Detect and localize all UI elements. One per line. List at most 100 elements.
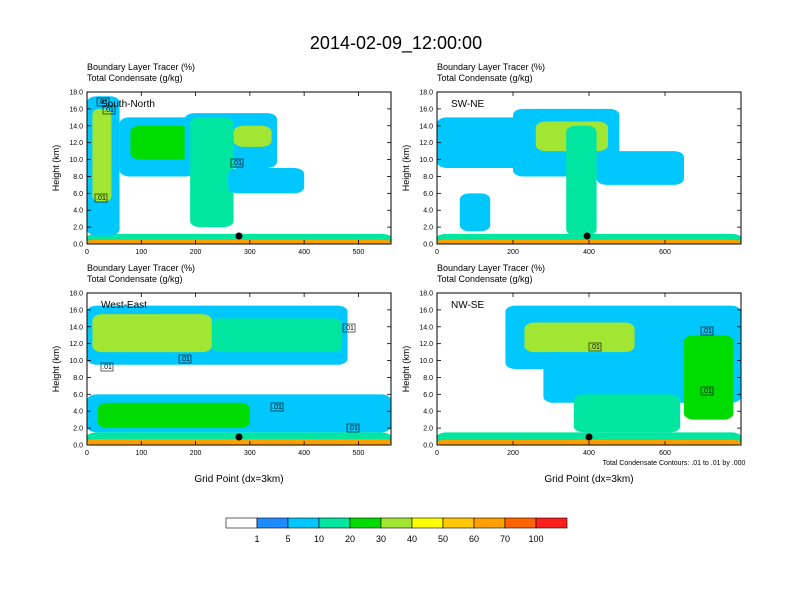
heatmap-region — [573, 394, 681, 433]
colorbar-swatch — [504, 517, 537, 529]
y-tick-label: 10.0 — [69, 358, 83, 365]
y-tick-label: 2.0 — [423, 426, 433, 433]
contour-label: .01 — [272, 404, 282, 411]
colorbar-swatch — [349, 517, 382, 529]
contour-label: .01 — [102, 364, 112, 371]
colorbar-swatch — [256, 517, 289, 529]
chart-panel-3: Boundary Layer Tracer (%)Total Condensat… — [51, 263, 392, 485]
heatmap-layer — [87, 305, 391, 445]
location-marker — [583, 232, 591, 240]
panel-title-line2: Total Condensate (g/kg) — [87, 274, 183, 284]
y-tick-label: 8.0 — [73, 375, 83, 382]
y-tick-label: 10.0 — [419, 358, 433, 365]
y-tick-label: 12.0 — [419, 341, 433, 348]
panel-title-line2: Total Condensate (g/kg) — [437, 73, 533, 83]
y-tick-label: 18.0 — [419, 90, 433, 97]
x-tick-label: 300 — [244, 249, 256, 256]
contour-label-box — [100, 362, 114, 372]
contour-label: .01 — [98, 99, 108, 106]
contour-label: .01 — [232, 160, 242, 167]
contour-label-box — [700, 386, 714, 396]
contour-label-box — [342, 323, 356, 333]
panel-title-line1: Boundary Layer Tracer (%) — [437, 62, 545, 72]
y-tick-label: 10.0 — [419, 157, 433, 164]
y-axis-label: Height (km) — [401, 145, 411, 192]
y-tick-label: 16.0 — [419, 106, 433, 113]
y-axis-label: Height (km) — [51, 346, 61, 393]
x-tick-label: 200 — [190, 450, 202, 457]
y-tick-label: 8.0 — [73, 174, 83, 181]
contour-label-box — [588, 342, 602, 352]
heatmap-region — [87, 439, 391, 445]
heatmap-layer — [87, 96, 391, 244]
x-tick-label: 100 — [135, 249, 147, 256]
colorbar-tick-label: 70 — [500, 534, 510, 544]
y-tick-label: 0.0 — [423, 242, 433, 249]
y-tick-label: 14.0 — [419, 324, 433, 331]
y-tick-label: 12.0 — [69, 341, 83, 348]
y-tick-label: 0.0 — [73, 443, 83, 450]
contour-label-box — [700, 326, 714, 336]
colorbar-swatch — [287, 517, 320, 529]
y-tick-label: 2.0 — [423, 225, 433, 232]
chart-panel-2: Boundary Layer Tracer (%)Total Condensat… — [401, 62, 742, 256]
heatmap-region — [130, 125, 191, 160]
chart-panel-4: Boundary Layer Tracer (%)Total Condensat… — [401, 263, 742, 485]
heatmap-region — [92, 314, 212, 353]
heatmap-region — [566, 125, 597, 236]
y-tick-label: 16.0 — [69, 307, 83, 314]
contour-label: .01 — [96, 195, 106, 202]
panel-direction-label: South-North — [101, 99, 155, 110]
heatmap-region — [596, 151, 684, 185]
y-tick-label: 4.0 — [423, 208, 433, 215]
plot-frame — [86, 292, 392, 446]
contour-label-box — [178, 354, 192, 364]
y-tick-label: 16.0 — [69, 106, 83, 113]
heatmap-region — [190, 117, 234, 228]
colorbar-swatch — [473, 517, 506, 529]
contour-label: .01 — [702, 388, 712, 395]
y-tick-label: 12.0 — [419, 140, 433, 147]
contour-label: .01 — [180, 356, 190, 363]
x-tick-label: 400 — [298, 450, 310, 457]
x-tick-label: 0 — [85, 249, 89, 256]
y-tick-label: 4.0 — [423, 409, 433, 416]
colorbar-swatch — [442, 517, 475, 529]
x-tick-label: 100 — [135, 450, 147, 457]
x-tick-label: 600 — [659, 450, 671, 457]
heatmap-region — [92, 108, 112, 202]
heatmap-region — [211, 318, 343, 353]
x-tick-label: 0 — [85, 450, 89, 457]
y-tick-label: 6.0 — [423, 392, 433, 399]
heatmap-region — [233, 125, 272, 147]
y-tick-label: 0.0 — [423, 443, 433, 450]
panel-title-line2: Total Condensate (g/kg) — [437, 274, 533, 284]
x-tick-label: 0 — [435, 450, 439, 457]
panel-direction-label: NW-SE — [451, 300, 484, 311]
y-tick-label: 2.0 — [73, 225, 83, 232]
heatmap-region — [87, 239, 391, 244]
colorbar-swatch — [380, 517, 413, 529]
y-tick-label: 6.0 — [423, 191, 433, 198]
panel-title-line1: Boundary Layer Tracer (%) — [437, 263, 545, 273]
heatmap-region — [524, 322, 635, 353]
y-tick-label: 6.0 — [73, 191, 83, 198]
contour-label-box — [346, 423, 360, 433]
colorbar-tick-label: 10 — [314, 534, 324, 544]
panel-direction-label: West-East — [101, 300, 147, 311]
contour-label: .01 — [702, 328, 712, 335]
colorbar-tick-label: 20 — [345, 534, 355, 544]
y-tick-label: 10.0 — [69, 157, 83, 164]
colorbar-swatch — [318, 517, 351, 529]
contour-label: .01 — [590, 344, 600, 351]
y-tick-label: 18.0 — [419, 291, 433, 298]
colorbar-swatch — [535, 517, 568, 529]
location-marker — [235, 232, 243, 240]
x-tick-label: 200 — [507, 450, 519, 457]
colorbar-tick-label: 50 — [438, 534, 448, 544]
y-tick-label: 18.0 — [69, 291, 83, 298]
x-tick-label: 400 — [583, 249, 595, 256]
heatmap-region — [684, 335, 734, 420]
contour-label-box — [96, 97, 110, 107]
